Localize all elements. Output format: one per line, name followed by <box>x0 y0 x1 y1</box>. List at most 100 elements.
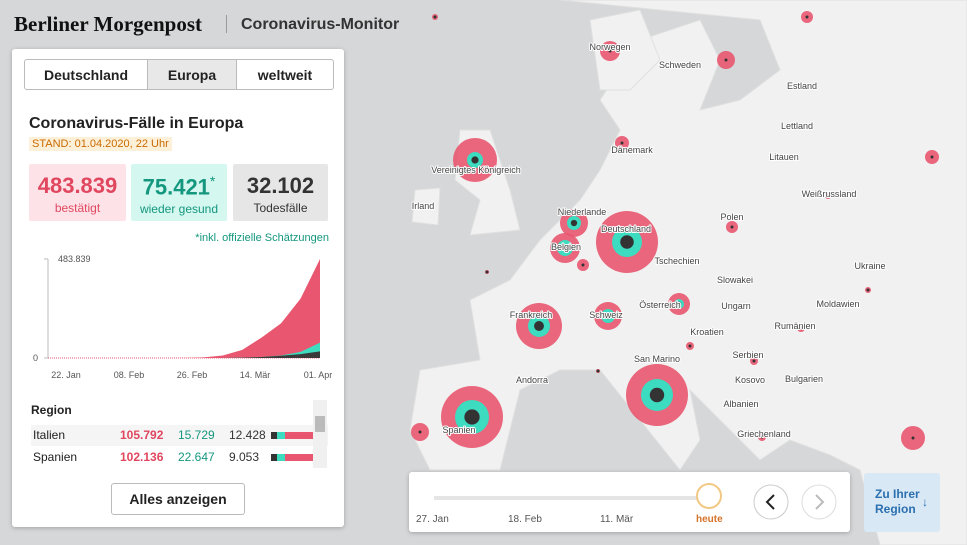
bubble-core <box>805 15 809 19</box>
tab-active[interactable]: Europa <box>147 59 237 90</box>
next-icon <box>815 494 825 510</box>
bubble-core <box>620 235 634 249</box>
side-panel: Deutschland Europa weltweit Coronavirus-… <box>12 49 344 527</box>
slider-knob[interactable] <box>696 483 722 509</box>
country-label: Vereinigtes Königreich <box>431 165 521 175</box>
country-label: Deutschland <box>601 224 651 234</box>
tab[interactable]: weltweit <box>236 59 334 90</box>
country-label: Ukraine <box>854 261 885 271</box>
region-button[interactable]: Zu Ihrer Region ↓ <box>864 473 940 532</box>
row-bar-dark <box>271 454 277 461</box>
country-label: Bulgarien <box>785 374 823 384</box>
country-label: Schweden <box>659 60 701 70</box>
stat-label: wieder gesund <box>139 202 219 217</box>
slider-track <box>434 496 710 500</box>
row-bar <box>271 454 321 461</box>
map-labels: Norwegen Schweden Estland Lettland Litauen Dä… <box>411 41 887 440</box>
country-label: Moldawien <box>816 299 859 309</box>
timeline-label: 11. Mär <box>600 514 634 525</box>
table-cell: Italien <box>33 428 66 442</box>
bubble-core <box>570 219 578 227</box>
timeline-label: heute <box>696 514 723 525</box>
country-label: Lettland <box>781 121 813 131</box>
prev-icon <box>765 494 775 510</box>
country-label: Estland <box>787 81 817 91</box>
note-text: inkl. offizielle Schätzungen <box>199 232 329 244</box>
chart: 483.839 0 22. Jan 08. Feb 26. Feb 14. Mär 01. … <box>33 254 332 380</box>
bubble-core <box>418 430 422 434</box>
bubble-core <box>930 155 934 159</box>
bubble-core <box>620 141 624 145</box>
row-bar-teal <box>277 432 285 439</box>
stand: STAND: 01.04.2020, 22 Uhr <box>29 137 172 151</box>
country-label: Weißrussland <box>802 189 857 199</box>
country-label: Norwegen <box>589 42 630 52</box>
y-tick-label: 0 <box>33 353 38 363</box>
prev-button[interactable] <box>753 484 789 520</box>
land <box>409 0 967 545</box>
table-cell: 12.428 <box>229 428 266 442</box>
table-cell: 102.136 <box>120 450 164 464</box>
country-label: Ungarn <box>721 301 751 311</box>
country-label: Schweiz <box>589 310 623 320</box>
timeline: 27. Jan 18. Feb 11. Mär heute <box>409 472 850 532</box>
region-line: Region <box>875 502 916 516</box>
section-title: Coronavirus-Monitor <box>241 16 400 33</box>
country-label: Dänemark <box>611 145 653 155</box>
show-all-button[interactable]: Alles anzeigen <box>111 483 245 515</box>
bubble-core <box>752 359 756 363</box>
bubble-core <box>581 263 585 267</box>
scroll-thumb[interactable] <box>315 416 325 432</box>
bubble-core <box>649 387 665 403</box>
country-label: Belgien <box>551 242 581 252</box>
row-bar <box>271 432 321 439</box>
table-row: Spanien 102.136 22.647 9.053 <box>31 447 328 468</box>
timeline-label: 18. Feb <box>508 514 542 525</box>
divider <box>226 15 227 33</box>
x-tick-label: 08. Feb <box>114 370 145 380</box>
area <box>48 351 320 358</box>
x-tick-label: 26. Feb <box>177 370 208 380</box>
table-cell: 9.053 <box>229 450 260 464</box>
next-button[interactable] <box>801 484 837 520</box>
brand: Berliner Morgenpost <box>14 12 202 36</box>
region-arrow: ↓ <box>922 495 928 509</box>
bubble-core <box>561 244 569 252</box>
table-cell: 15.729 <box>178 428 215 442</box>
country-label: Albanien <box>723 399 758 409</box>
table-header: Region <box>31 403 72 417</box>
scrollbar[interactable] <box>313 400 327 468</box>
country-label: Polen <box>720 212 743 222</box>
country-label: Spanien <box>442 425 475 435</box>
stat-label: bestätigt <box>54 201 101 215</box>
bubble-core <box>826 194 830 198</box>
timeline-label: 27. Jan <box>416 514 449 525</box>
row-bar-teal <box>277 454 285 461</box>
row-bar-dark <box>271 432 277 439</box>
tab[interactable]: Deutschland <box>24 59 148 90</box>
country-label: Österreich <box>639 300 681 310</box>
bubble-core <box>799 326 803 330</box>
bubble-core <box>688 344 692 348</box>
star: * <box>195 232 200 244</box>
bubble-core <box>911 436 915 440</box>
bubble-core <box>471 156 479 164</box>
bubble-core <box>760 435 764 439</box>
country-label: Tschechien <box>654 256 699 266</box>
stat-label: Todesfälle <box>253 201 308 215</box>
note: *inkl. offizielle Schätzungen <box>195 232 329 244</box>
bubble-core <box>730 225 734 229</box>
star: * <box>209 173 216 189</box>
y-tick-label: 483.839 <box>58 254 91 264</box>
country-label: Irland <box>412 201 435 211</box>
stat-value: 75.421 <box>142 174 210 200</box>
panel-title: Coronavirus-Fälle in Europa <box>29 115 244 132</box>
stat-deaths: 32.102 Todesfälle <box>233 164 328 221</box>
bubbles <box>411 11 939 450</box>
stat-confirmed: 483.839 bestätigt <box>29 164 126 221</box>
country-label: Niederlande <box>558 207 607 217</box>
bubble-core <box>866 288 870 292</box>
bubble-core <box>608 49 612 53</box>
